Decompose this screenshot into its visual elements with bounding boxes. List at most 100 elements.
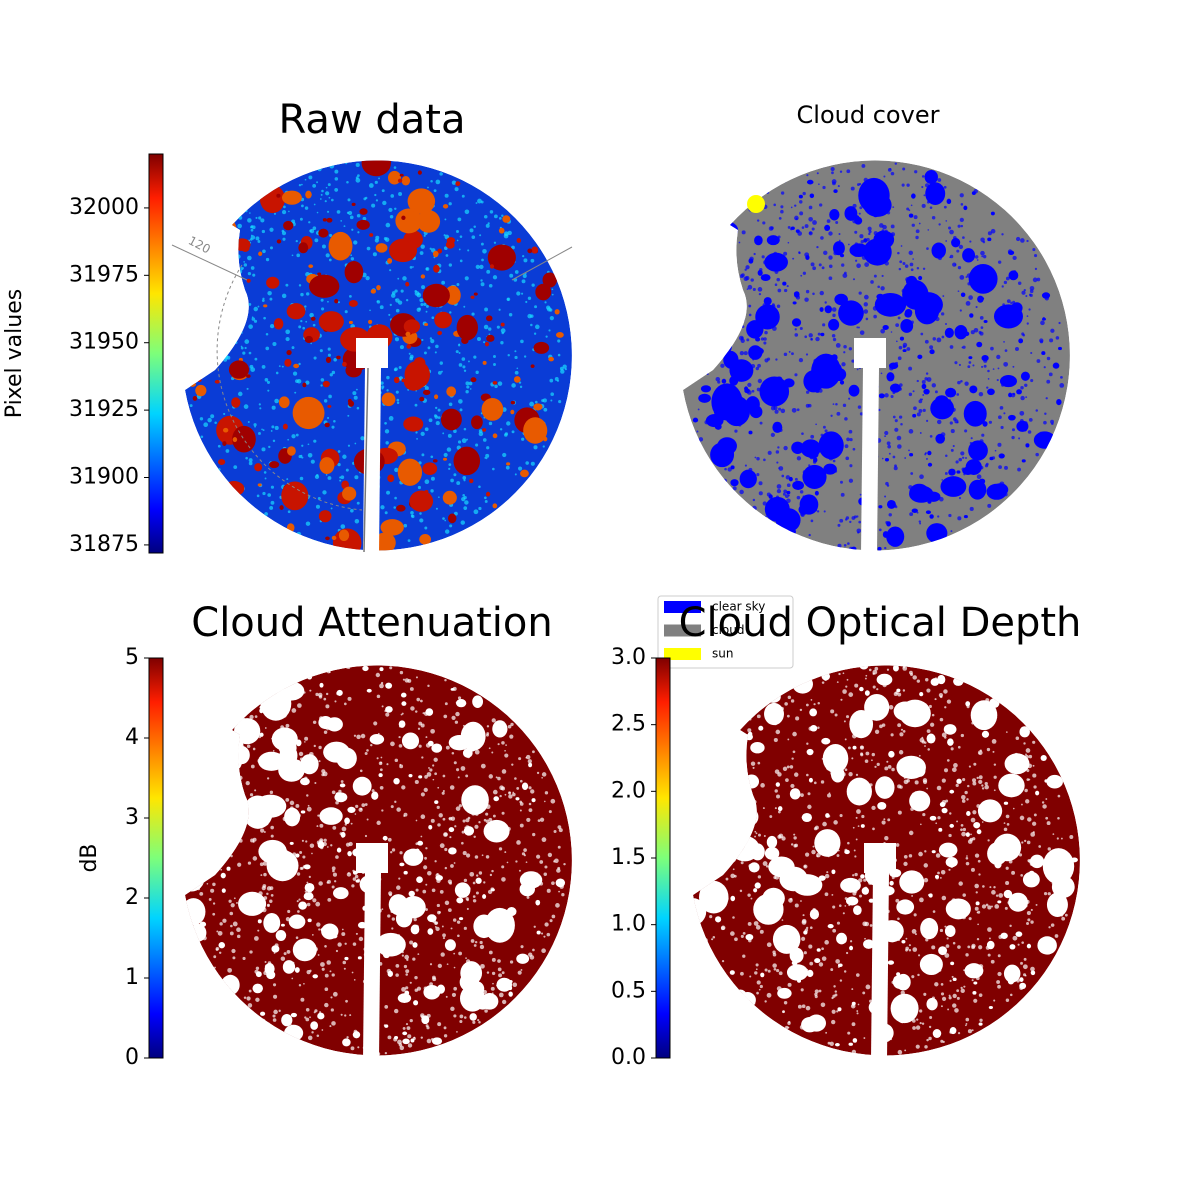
speck [338,789,342,794]
speck [810,434,815,439]
blob [531,798,536,803]
speck [936,337,942,343]
speck [842,689,847,694]
blob [731,813,749,829]
speck [498,992,504,998]
speck [274,425,279,431]
speck [1064,913,1068,917]
speck [915,229,920,234]
blob [302,382,307,388]
speck [946,937,949,940]
speck [843,345,847,349]
speck [533,925,536,928]
speck [409,265,413,269]
speck [804,335,808,339]
speck [451,992,457,997]
speck [956,393,960,396]
speck [778,466,784,471]
speck [1036,359,1041,363]
speck [405,969,410,974]
speck [977,859,981,863]
speck [463,479,466,482]
speck [278,1009,281,1013]
blob [447,513,457,524]
speck [449,311,452,314]
speck [406,1026,411,1031]
blob [886,526,905,547]
speck [924,377,928,381]
speck [317,954,320,956]
speck [910,472,914,475]
speck [490,986,495,991]
speck [363,197,367,201]
speck [325,191,330,196]
speck [965,457,967,459]
speck [1026,840,1031,845]
speck [213,955,217,959]
speck [340,475,345,480]
speck [825,1031,828,1034]
speck [932,337,936,341]
speck [325,704,330,709]
speck [731,769,735,772]
speck [502,452,507,458]
speck [485,453,490,458]
blob [217,459,226,466]
speck [459,259,463,263]
speck [823,510,826,513]
speck [773,738,778,743]
speck [563,862,566,866]
speck [918,851,923,857]
speck [461,194,465,198]
speck [854,230,858,234]
blob [753,893,784,925]
speck [783,489,788,494]
speck [990,346,994,351]
speck [430,476,435,481]
speck [919,432,922,434]
speck [301,839,304,842]
speck [754,456,757,459]
speck [349,215,354,220]
speck [459,408,463,412]
speck [240,345,243,348]
speck [992,368,995,370]
speck [1050,419,1054,424]
speck [832,905,836,909]
speck [398,366,402,370]
speck [805,403,810,408]
speck [232,333,235,336]
speck [697,408,700,411]
zenith-circle [216,264,363,511]
speck [226,732,231,738]
speck [339,479,342,482]
blob [892,665,899,672]
speck [415,676,418,679]
speck [236,901,238,904]
speck [540,932,544,935]
speck [521,279,526,284]
speck [200,307,204,311]
blob [352,1031,361,1039]
speck [420,814,426,819]
speck [368,183,374,188]
speck [409,940,414,945]
speck [444,519,447,522]
speck [908,366,913,371]
speck [756,457,760,461]
speck [728,819,732,823]
speck [332,869,335,873]
speck [185,870,189,875]
speck [959,217,964,222]
blob [324,422,330,428]
blob [683,304,707,328]
speck [404,954,410,960]
speck [230,924,233,928]
speck [880,286,885,291]
speck [453,952,456,955]
speck [1012,255,1017,261]
speck [557,845,561,849]
speck [267,389,270,392]
speck [934,982,939,987]
speck [358,936,364,942]
